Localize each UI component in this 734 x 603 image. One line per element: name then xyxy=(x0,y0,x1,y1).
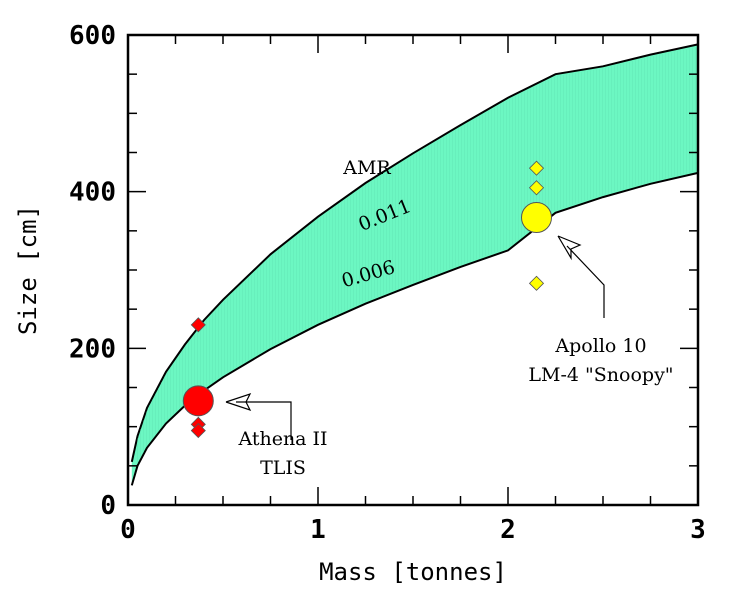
diamond-point xyxy=(528,275,545,291)
athena-arrowhead xyxy=(225,392,252,412)
y-axis-title: Size [cm] xyxy=(14,205,42,335)
x-tick-label: 1 xyxy=(310,515,326,545)
apollo-callout-line xyxy=(566,245,605,318)
amr-upper-curve-0011 xyxy=(130,43,699,463)
highlight-point xyxy=(182,385,214,417)
axis-tick-labels: 0 1 2 3 0 200 400 600 xyxy=(69,21,706,545)
band-label-amr: AMR xyxy=(342,157,391,179)
athena-label-line2: TLIS xyxy=(260,457,306,479)
amr-lower-curve-0006 xyxy=(130,171,699,486)
axis-ticks xyxy=(127,34,699,506)
athena-label-line1: Athena II xyxy=(237,428,327,450)
x-tick-label: 2 xyxy=(500,515,516,545)
diamond-point xyxy=(190,423,206,439)
highlight-point xyxy=(521,202,552,234)
x-tick-label: 3 xyxy=(690,515,706,545)
amr-band-fill xyxy=(131,44,699,486)
diamond-point xyxy=(190,317,206,333)
athena-callout-line xyxy=(236,401,292,440)
apollo-label-line2: LM-4 "Snoopy" xyxy=(528,364,673,386)
diamond-point xyxy=(528,160,545,176)
y-tick-label: 200 xyxy=(69,334,116,364)
y-tick-label: 400 xyxy=(69,178,116,208)
band-hatch xyxy=(137,46,696,464)
apollo-label-line1: Apollo 10 xyxy=(554,335,646,357)
x-axis-title: Mass [tonnes] xyxy=(319,558,507,586)
diamond-point xyxy=(528,180,545,196)
y-tick-label: 600 xyxy=(69,21,116,51)
x-tick-label: 0 xyxy=(120,515,136,545)
data-points xyxy=(182,160,552,439)
y-tick-label: 0 xyxy=(100,491,116,521)
apollo-arrowhead xyxy=(557,235,582,261)
